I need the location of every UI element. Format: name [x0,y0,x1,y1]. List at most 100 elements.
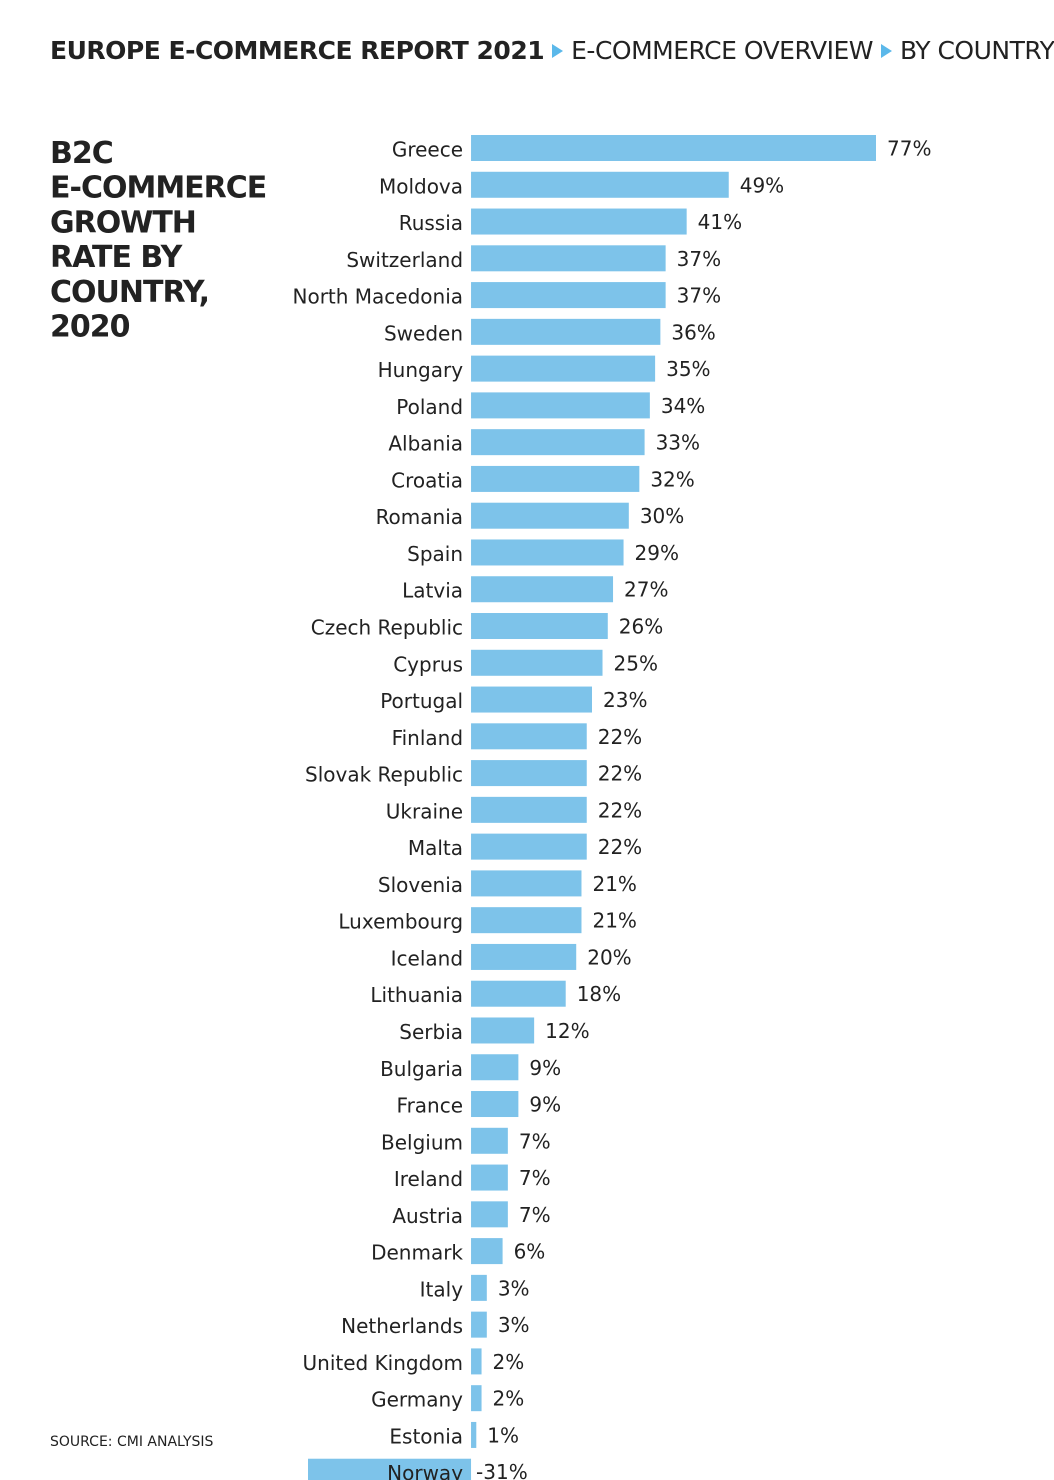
bar [471,833,587,860]
category-label: Malta [408,836,463,860]
bar [471,1385,482,1412]
bar [471,502,629,529]
bar [308,1458,472,1480]
chart-title: GROWTH [50,205,196,240]
category-label: Austria [392,1204,463,1228]
bar [471,1017,535,1044]
category-label: Bulgaria [380,1057,463,1081]
bar [471,429,645,456]
section-title: E-COMMERCE OVERVIEW [571,36,873,65]
bar [471,392,650,419]
bar [471,1127,508,1154]
value-label: 18% [577,982,621,1006]
bar [471,1421,477,1448]
category-label: Iceland [391,946,463,970]
value-label: 29% [635,541,679,565]
category-label: Latvia [402,579,463,603]
bar [471,1311,487,1338]
chart-title: 2020 [50,310,130,345]
value-label: 1% [487,1423,519,1447]
value-label: 27% [624,578,668,602]
value-label: 41% [698,210,742,234]
bar [471,1054,519,1081]
category-label: Albania [388,432,463,456]
value-label: 33% [656,431,700,455]
category-label: France [397,1094,464,1118]
value-label: 22% [598,725,642,749]
value-label: 6% [514,1240,546,1264]
category-label: Portugal [380,689,463,713]
bar [471,980,566,1007]
bar [471,1238,503,1265]
value-label: 37% [677,284,721,308]
value-label: 22% [598,798,642,822]
value-label: 34% [661,394,705,418]
value-label: 49% [740,173,784,197]
category-label: Germany [371,1388,463,1412]
bar [471,943,577,970]
bar [471,686,592,713]
bar [471,576,614,603]
category-label: Switzerland [346,248,463,272]
bar [471,1348,482,1375]
value-label: 32% [650,467,694,491]
value-label: 9% [529,1056,561,1080]
category-label: Sweden [384,321,463,345]
value-label: 9% [529,1093,561,1117]
chart-title: E-COMMERCE [50,171,266,206]
bar [471,465,640,492]
category-label: Greece [392,138,463,162]
header: EUROPE E-COMMERCE REPORT 2021 E-COMMERCE… [50,36,1054,65]
value-label: 12% [545,1019,589,1043]
bar [471,245,666,272]
chart-title: B2C [50,136,113,171]
bar [471,760,587,787]
bar [471,539,624,566]
category-label: Netherlands [341,1314,463,1338]
bar [471,870,582,897]
category-label: Luxembourg [338,910,463,934]
value-label: 25% [614,651,658,675]
bar [471,135,876,161]
value-label: 30% [640,504,684,528]
category-label: Slovenia [378,873,463,897]
value-label: 2% [493,1350,525,1374]
category-label: Spain [407,542,463,566]
value-label: 22% [598,835,642,859]
value-label: 22% [598,762,642,786]
value-label: 77% [887,137,931,161]
category-label: Denmark [371,1241,463,1265]
value-label: 7% [519,1166,551,1190]
category-label: Russia [399,211,463,235]
chart-title: RATE BY [50,240,184,275]
category-label: Lithuania [370,983,463,1007]
value-label: 7% [519,1129,551,1153]
category-label: Serbia [399,1020,463,1044]
bar [471,796,587,823]
source-note: SOURCE: CMI ANALYSIS [50,1434,214,1450]
value-label: 21% [592,872,636,896]
breadcrumb-arrow [880,43,892,58]
category-label: United Kingdom [303,1351,464,1375]
bar [471,907,582,934]
subsection-title: BY COUNTRY [899,36,1054,65]
value-label: 23% [603,688,647,712]
bar [471,282,666,309]
category-label: Norway [387,1461,463,1480]
report-title: EUROPE E-COMMERCE REPORT 2021 [50,36,545,65]
breadcrumb-arrow [552,43,564,58]
category-label: Slovak Republic [305,763,463,787]
category-label: Poland [396,395,463,419]
category-label: Croatia [391,468,463,492]
value-label: 26% [619,615,663,639]
category-label: North Macedonia [293,285,464,309]
category-label: Czech Republic [311,616,463,640]
value-label: -31% [476,1460,528,1480]
category-label: Ukraine [386,799,463,823]
bar [471,1201,508,1228]
value-label: 21% [592,909,636,933]
value-label: 20% [587,945,631,969]
chart-title: COUNTRY, [50,275,209,310]
